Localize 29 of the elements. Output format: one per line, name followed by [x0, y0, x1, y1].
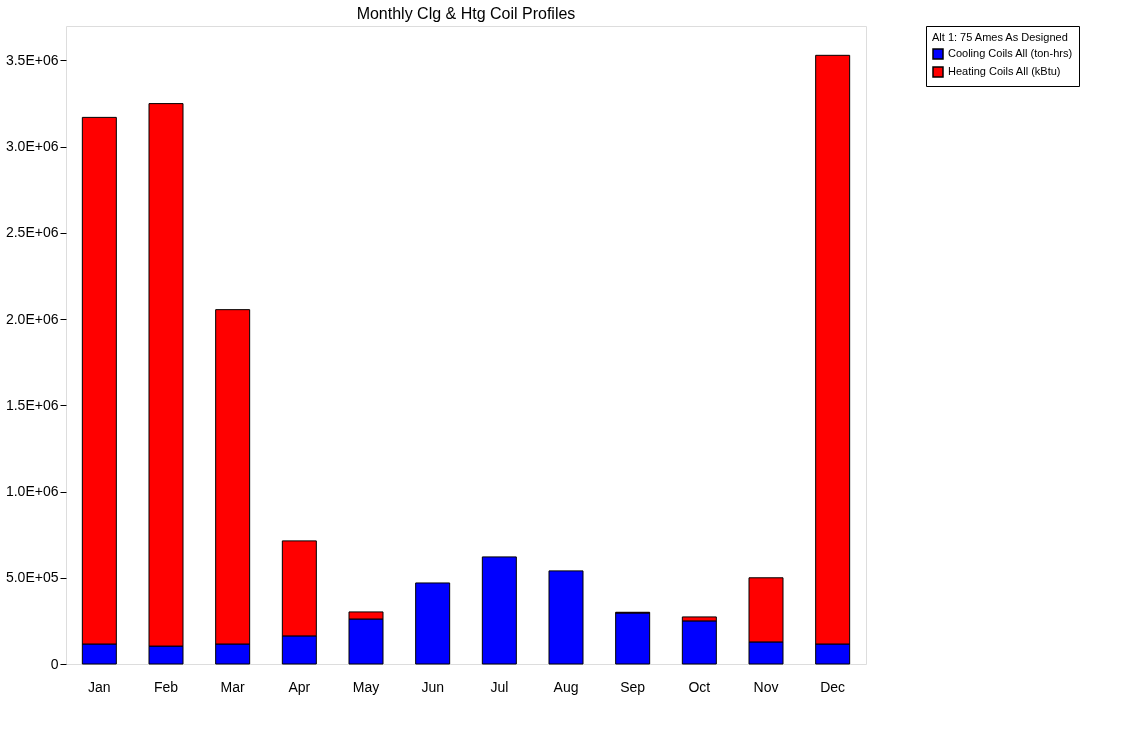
legend-title: Alt 1: 75 Ames As Designed [932, 31, 1068, 43]
x-tick-label: Jul [490, 678, 509, 695]
x-tick-label: Feb [153, 678, 179, 695]
x-tick-label: Sep [620, 678, 646, 695]
x-tick-label: Jan [88, 678, 111, 695]
bar [615, 612, 651, 665]
y-tick-label: 2.5E+06 [5, 224, 59, 241]
x-tick-label: Apr [288, 678, 311, 695]
y-tick-label: 2.0E+06 [5, 310, 59, 327]
y-tick-label: 3.5E+06 [5, 51, 59, 68]
legend-label: Heating Coils All (kBtu) [948, 65, 1061, 77]
x-tick-label: Oct [688, 678, 711, 695]
x-tick-label: Jun [421, 678, 444, 695]
x-tick-label: Mar [220, 678, 246, 695]
bar [681, 620, 717, 665]
y-tick-label: 1.5E+06 [5, 396, 59, 413]
x-tick-label: Aug [553, 678, 579, 695]
x-tick-label: Dec [820, 678, 846, 695]
y-tick-label: 5.0E+05 [5, 569, 59, 586]
x-tick-label: May [352, 678, 380, 695]
bar [481, 556, 517, 665]
y-tick-label: 0 [50, 655, 59, 672]
chart-title: Monthly Clg & Htg Coil Profiles [356, 4, 576, 22]
y-tick-label: 1.0E+06 [5, 483, 59, 500]
x-tick-label: Nov [753, 678, 779, 695]
bar [415, 582, 451, 665]
legend-label: Cooling Coils All (ton-hrs) [948, 47, 1073, 59]
y-tick-label: 3.0E+06 [5, 138, 59, 155]
bar [548, 570, 584, 665]
